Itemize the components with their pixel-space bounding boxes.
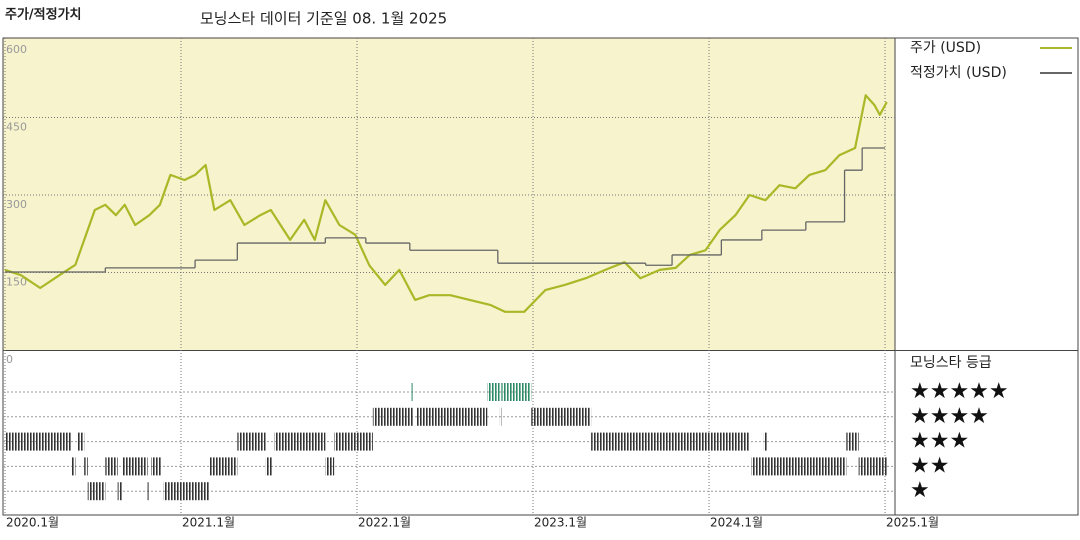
rating-segment (334, 432, 373, 451)
rating-label: ★★ (910, 453, 949, 478)
y-tick-label: 450 (6, 121, 27, 134)
rating-segment (122, 457, 148, 476)
price-line (4, 94, 888, 313)
rating-segment (84, 457, 88, 476)
rating-segment (163, 482, 210, 501)
y-tick-label: 600 (6, 43, 27, 56)
rating-label: ★★★ (910, 429, 969, 454)
x-tick-label: 2024.1월 (710, 516, 763, 530)
rating-segment (499, 407, 502, 426)
rating-segment (117, 482, 123, 501)
rating-segment (151, 457, 162, 476)
rating-segment (237, 432, 266, 451)
rating-segment (487, 383, 500, 401)
y-tick-label: 0 (6, 353, 13, 366)
rating-label: ★ (910, 478, 930, 503)
rating-segment (846, 432, 859, 451)
frame (2, 37, 1079, 516)
rating-segment (751, 457, 847, 476)
chart-subtitle: 모닝스타 데이터 기준일 08. 1월 2025 (200, 10, 447, 28)
x-tick-label: 2022.1월 (358, 516, 411, 530)
rating-segment (763, 432, 768, 451)
rating-segment (5, 432, 72, 451)
rating-segment (147, 482, 150, 501)
rating-segment (71, 457, 76, 476)
rating-label: ★★★★★ (910, 379, 1009, 404)
rating-segment (209, 457, 238, 476)
rating-segment (411, 383, 414, 401)
x-tick-label: 2023.1월 (534, 516, 587, 530)
x-tick-label: 2021.1월 (182, 516, 235, 530)
y-tick-label: 300 (6, 198, 27, 211)
rating-segment (77, 432, 85, 451)
legend-label: 주가 (USD) (910, 40, 981, 56)
legend-label: 적정가치 (USD) (910, 65, 1007, 81)
plot-area (3, 38, 895, 350)
x-tick-label: 2020.1월 (6, 516, 59, 530)
y-tick-label: 150 (6, 276, 27, 289)
chart-title: 주가/적정가치 (5, 7, 82, 23)
rating-segment (416, 407, 488, 426)
rating-title: 모닝스타 등급 (910, 355, 992, 371)
rating-segment (591, 432, 750, 451)
x-tick-label: 2025.1월 (886, 516, 939, 530)
rating-segment (325, 457, 335, 476)
rating-segment (87, 482, 106, 501)
rating-segment (531, 407, 592, 426)
rating-segment (105, 457, 118, 476)
rating-segment (265, 457, 273, 476)
rating-segment (372, 407, 414, 426)
rating-segment (274, 432, 326, 451)
rating-label: ★★★★ (910, 404, 989, 429)
rating-segment (501, 383, 532, 401)
rating-segment (858, 457, 887, 476)
